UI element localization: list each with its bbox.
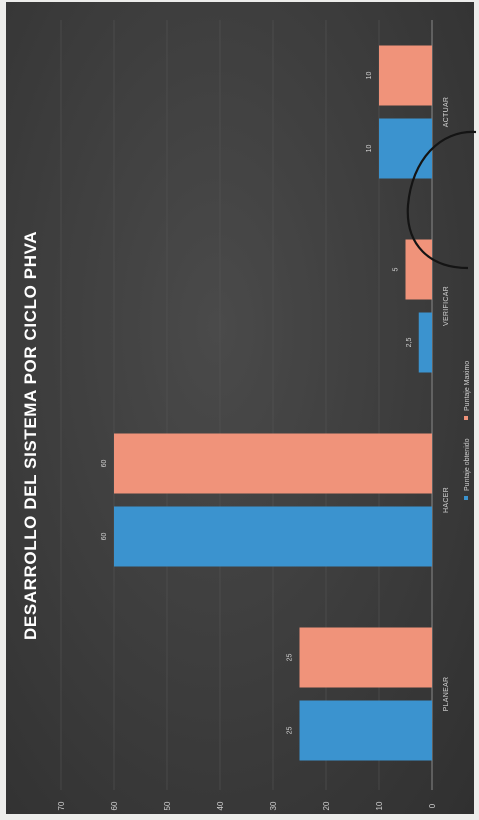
category-label-actuar: ACTUAR [443, 97, 450, 128]
bar-planear-obtenido [299, 700, 432, 761]
y-axis-ticks: 0 10 20 30 40 50 60 70 [57, 801, 437, 810]
data-label: 5 [393, 267, 400, 271]
bar-actuar-obtenido [379, 118, 432, 179]
bar-planear-maximo [299, 627, 432, 688]
legend-label-maximo: Puntaje Maximo [464, 361, 471, 411]
y-tick-label: 40 [216, 801, 225, 810]
y-tick-label: 10 [375, 801, 384, 810]
category-label-planear: PLANEAR [443, 677, 450, 712]
category-labels: PLANEAR HACER VERIFICAR ACTUAR [443, 97, 450, 712]
bar-hacer-maximo [114, 433, 432, 494]
category-label-verificar: VERIFICAR [443, 286, 450, 326]
legend-swatch-maximo [464, 416, 468, 420]
y-tick-label: 50 [163, 801, 172, 810]
chart-title: DESARROLLO DEL SISTEMA POR CICLO PHVA [21, 231, 40, 640]
y-tick-label: 0 [428, 803, 437, 808]
data-label: 60 [101, 533, 108, 541]
y-tick-label: 20 [322, 801, 331, 810]
bar-verificar-obtenido [418, 312, 432, 373]
legend-swatch-obtenido [464, 496, 468, 500]
data-label: 25 [287, 654, 294, 662]
bar-hacer-obtenido [114, 506, 432, 567]
legend: Puntaje obtenido Puntaje Maximo [464, 361, 471, 500]
category-label-hacer: HACER [443, 487, 450, 513]
data-label: 25 [287, 727, 294, 735]
legend-label-obtenido: Puntaje obtenido [464, 438, 471, 491]
data-label: 60 [101, 460, 108, 468]
y-tick-label: 70 [57, 801, 66, 810]
bars [114, 45, 432, 761]
data-label: 10 [366, 72, 373, 80]
bar-actuar-maximo [379, 45, 432, 106]
y-tick-label: 30 [269, 801, 278, 810]
bar-verificar-maximo [405, 239, 432, 300]
data-label: 2,5 [406, 338, 413, 348]
y-tick-label: 60 [110, 801, 119, 810]
data-labels: 25 25 60 60 2,5 5 10 10 [101, 72, 413, 735]
data-label: 10 [366, 145, 373, 153]
annotation-circle [406, 130, 477, 270]
